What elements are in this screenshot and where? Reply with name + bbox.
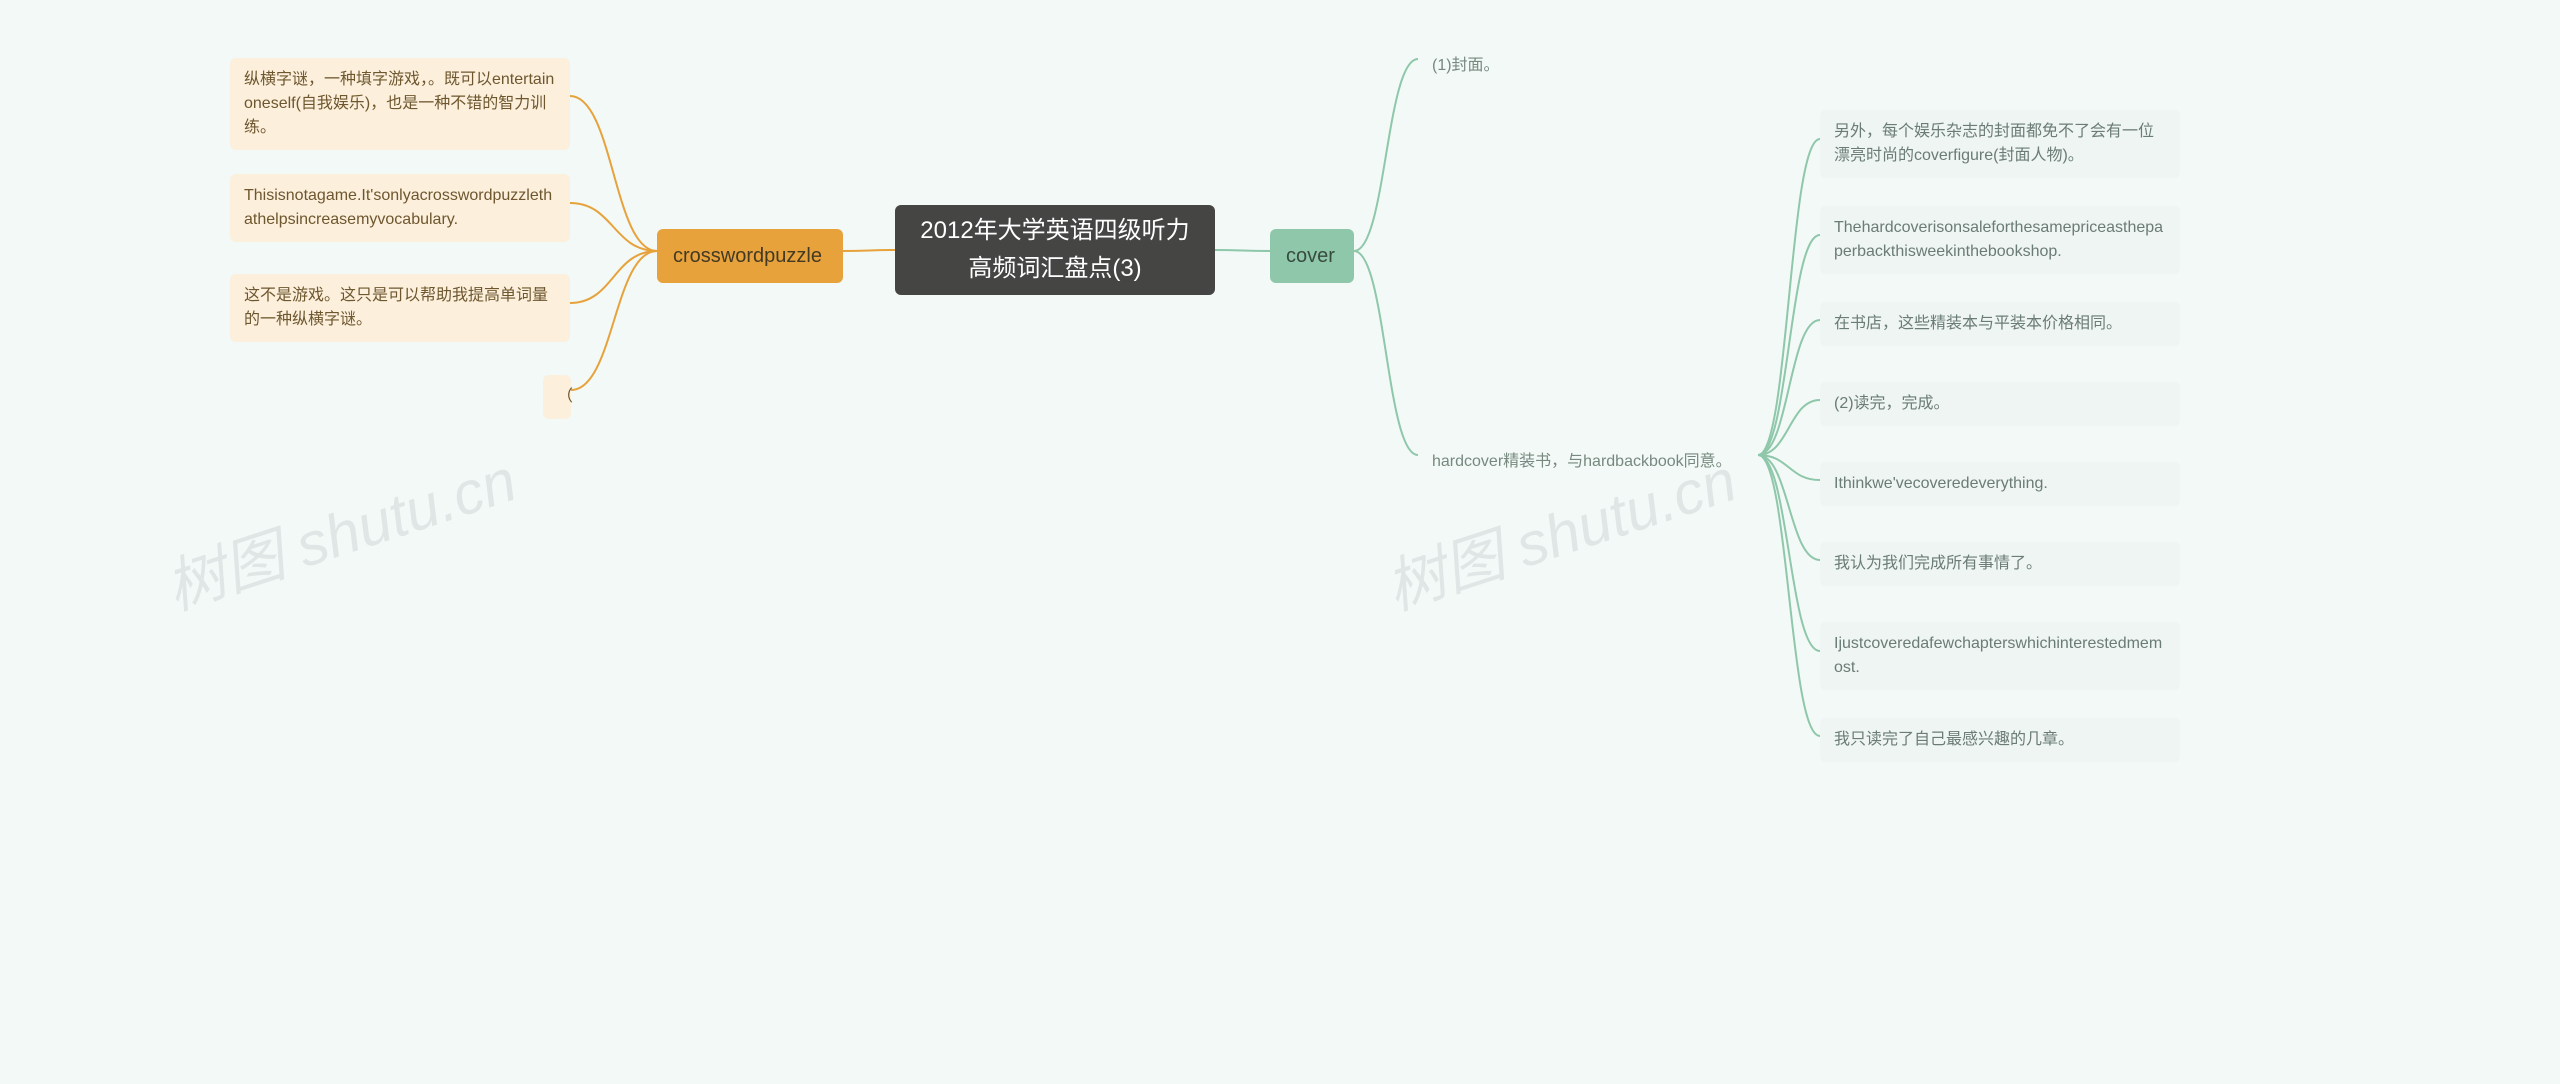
left-leaf-3: （ (543, 375, 571, 419)
root-node: 2012年大学英语四级听力高频词汇盘点(3) (895, 205, 1215, 295)
right-mid-1: hardcover精装书，与hardbackbook同意。 (1418, 440, 1746, 484)
right-branch-node: cover (1270, 229, 1354, 283)
right-mid-0: (1)封面。 (1418, 44, 1514, 88)
right-leaf-7: 我只读完了自己最感兴趣的几章。 (1820, 718, 2180, 762)
left-branch-node: crosswordpuzzle (657, 229, 843, 283)
left-leaf-0: 纵横字谜，一种填字游戏，。既可以entertainoneself(自我娱乐)，也… (230, 58, 570, 150)
left-leaf-2: 这不是游戏。这只是可以帮助我提高单词量的一种纵横字谜。 (230, 274, 570, 342)
right-leaf-1: Thehardcoverisonsaleforthesamepriceasthe… (1820, 206, 2180, 274)
watermark-0: 树图 shutu.cn (153, 432, 526, 627)
right-leaf-5: 我认为我们完成所有事情了。 (1820, 542, 2180, 586)
right-leaf-0: 另外，每个娱乐杂志的封面都免不了会有一位漂亮时尚的coverfigure(封面人… (1820, 110, 2180, 178)
right-leaf-6: Ijustcoveredafewchapterswhichinterestedm… (1820, 622, 2180, 690)
right-leaf-3: (2)读完，完成。 (1820, 382, 2180, 426)
right-leaf-2: 在书店，这些精装本与平装本价格相同。 (1820, 302, 2180, 346)
right-leaf-4: Ithinkwe'vecoveredeverything. (1820, 462, 2180, 506)
left-leaf-1: Thisisnotagame.It'sonlyacrosswordpuzzlet… (230, 174, 570, 242)
